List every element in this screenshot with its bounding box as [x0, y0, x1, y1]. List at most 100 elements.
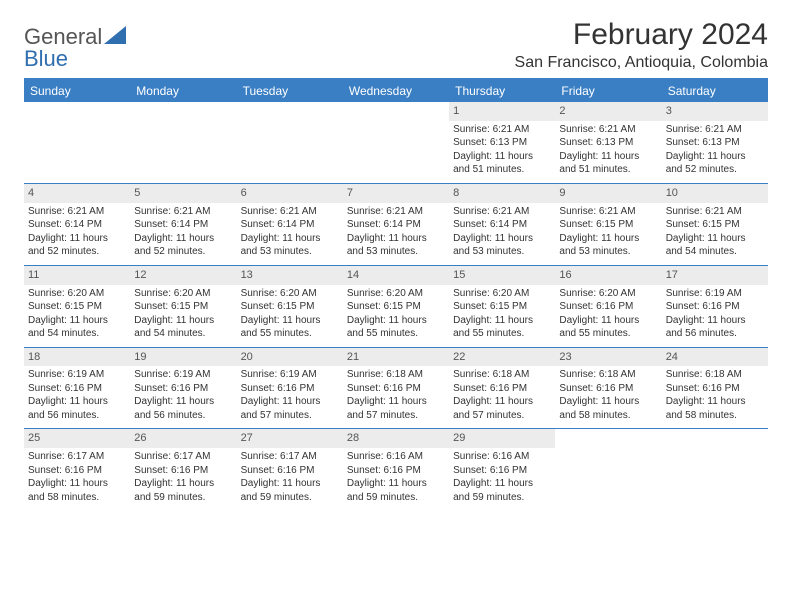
daylight-text: Daylight: 11 hours and 56 minutes. — [28, 395, 126, 422]
sunrise-text: Sunrise: 6:16 AM — [347, 450, 445, 464]
calendar-row: 25Sunrise: 6:17 AMSunset: 6:16 PMDayligh… — [24, 429, 768, 510]
daylight-text: Daylight: 11 hours and 58 minutes. — [666, 395, 764, 422]
day-number: 20 — [237, 348, 343, 367]
logo-text-2: Blue — [24, 46, 68, 72]
daylight-text: Daylight: 11 hours and 54 minutes. — [28, 314, 126, 341]
calendar-cell: 19Sunrise: 6:19 AMSunset: 6:16 PMDayligh… — [130, 347, 236, 429]
day-number: 9 — [555, 184, 661, 203]
col-saturday: Saturday — [662, 80, 768, 102]
daylight-text: Daylight: 11 hours and 55 minutes. — [241, 314, 339, 341]
daylight-text: Daylight: 11 hours and 57 minutes. — [241, 395, 339, 422]
sunrise-text: Sunrise: 6:17 AM — [134, 450, 232, 464]
day-number: 17 — [662, 266, 768, 285]
day-number: 28 — [343, 429, 449, 448]
calendar-cell: 4 Sunrise: 6:21 AMSunset: 6:14 PMDaylight… — [24, 183, 130, 265]
sunrise-text: Sunrise: 6:17 AM — [241, 450, 339, 464]
day-number: 6 — [237, 184, 343, 203]
day-number: 18 — [24, 348, 130, 367]
calendar-cell: 5Sunrise: 6:21 AMSunset: 6:14 PMDaylight… — [130, 183, 236, 265]
calendar-cell: 17Sunrise: 6:19 AMSunset: 6:16 PMDayligh… — [662, 265, 768, 347]
day-number: 24 — [662, 348, 768, 367]
day-number: 11 — [24, 266, 130, 285]
daylight-text: Daylight: 11 hours and 51 minutes. — [453, 150, 551, 177]
sunrise-text: Sunrise: 6:21 AM — [347, 205, 445, 219]
weekday-header-row: Sunday Monday Tuesday Wednesday Thursday… — [24, 80, 768, 102]
col-sunday: Sunday — [24, 80, 130, 102]
calendar-cell — [130, 102, 236, 183]
calendar-body: 1Sunrise: 6:21 AMSunset: 6:13 PMDaylight… — [24, 102, 768, 510]
sunset-text: Sunset: 6:16 PM — [453, 382, 551, 396]
calendar-cell: 16Sunrise: 6:20 AMSunset: 6:16 PMDayligh… — [555, 265, 661, 347]
logo-triangle-icon — [104, 24, 126, 50]
calendar-row: 4Sunrise: 6:21 AMSunset: 6:14 PMDaylight… — [24, 183, 768, 265]
day-number: 16 — [555, 266, 661, 285]
day-number: 5 — [130, 184, 236, 203]
calendar-cell: 8Sunrise: 6:21 AMSunset: 6:14 PMDaylight… — [449, 183, 555, 265]
calendar-cell: 11Sunrise: 6:20 AMSunset: 6:15 PMDayligh… — [24, 265, 130, 347]
daylight-text: Daylight: 11 hours and 54 minutes. — [134, 314, 232, 341]
day-number: 8 — [449, 184, 555, 203]
day-number: 23 — [555, 348, 661, 367]
calendar-cell: 1Sunrise: 6:21 AMSunset: 6:13 PMDaylight… — [449, 102, 555, 183]
sunrise-text: Sunrise: 6:21 AM — [134, 205, 232, 219]
col-friday: Friday — [555, 80, 661, 102]
calendar-cell: 10Sunrise: 6:21 AMSunset: 6:15 PMDayligh… — [662, 183, 768, 265]
sunset-text: Sunset: 6:16 PM — [241, 382, 339, 396]
sunrise-text: Sunrise: 6:16 AM — [453, 450, 551, 464]
sunset-text: Sunset: 6:15 PM — [559, 218, 657, 232]
daylight-text: Daylight: 11 hours and 59 minutes. — [134, 477, 232, 504]
daylight-text: Daylight: 11 hours and 52 minutes. — [28, 232, 126, 259]
sunrise-text: Sunrise: 6:20 AM — [28, 287, 126, 301]
calendar-cell: 25Sunrise: 6:17 AMSunset: 6:16 PMDayligh… — [24, 429, 130, 510]
calendar-row: 1Sunrise: 6:21 AMSunset: 6:13 PMDaylight… — [24, 102, 768, 183]
daylight-text: Daylight: 11 hours and 59 minutes. — [347, 477, 445, 504]
sunset-text: Sunset: 6:16 PM — [28, 464, 126, 478]
daylight-text: Daylight: 11 hours and 58 minutes. — [559, 395, 657, 422]
calendar-cell: 12Sunrise: 6:20 AMSunset: 6:15 PMDayligh… — [130, 265, 236, 347]
calendar-cell: 27Sunrise: 6:17 AMSunset: 6:16 PMDayligh… — [237, 429, 343, 510]
sunrise-text: Sunrise: 6:19 AM — [134, 368, 232, 382]
sunset-text: Sunset: 6:14 PM — [28, 218, 126, 232]
col-monday: Monday — [130, 80, 236, 102]
day-number: 2 — [555, 102, 661, 121]
day-number: 26 — [130, 429, 236, 448]
sunset-text: Sunset: 6:13 PM — [559, 136, 657, 150]
sunrise-text: Sunrise: 6:20 AM — [347, 287, 445, 301]
calendar-row: 11Sunrise: 6:20 AMSunset: 6:15 PMDayligh… — [24, 265, 768, 347]
calendar-cell: 28 Sunrise: 6:16 AMSunset: 6:16 PMDayligh… — [343, 429, 449, 510]
day-number: 29 — [449, 429, 555, 448]
sunset-text: Sunset: 6:16 PM — [347, 382, 445, 396]
sunrise-text: Sunrise: 6:18 AM — [559, 368, 657, 382]
day-number: 13 — [237, 266, 343, 285]
page-title: February 2024 — [515, 18, 768, 52]
day-number: 4 — [24, 184, 130, 203]
sunset-text: Sunset: 6:16 PM — [666, 382, 764, 396]
sunrise-text: Sunrise: 6:21 AM — [241, 205, 339, 219]
sunset-text: Sunset: 6:15 PM — [134, 300, 232, 314]
daylight-text: Daylight: 11 hours and 53 minutes. — [559, 232, 657, 259]
sunset-text: Sunset: 6:14 PM — [241, 218, 339, 232]
sunset-text: Sunset: 6:16 PM — [666, 300, 764, 314]
calendar-cell: 13Sunrise: 6:20 AMSunset: 6:15 PMDayligh… — [237, 265, 343, 347]
sunrise-text: Sunrise: 6:18 AM — [453, 368, 551, 382]
sunset-text: Sunset: 6:15 PM — [347, 300, 445, 314]
day-number: 15 — [449, 266, 555, 285]
sunrise-text: Sunrise: 6:17 AM — [28, 450, 126, 464]
daylight-text: Daylight: 11 hours and 56 minutes. — [134, 395, 232, 422]
sunset-text: Sunset: 6:13 PM — [453, 136, 551, 150]
sunrise-text: Sunrise: 6:21 AM — [28, 205, 126, 219]
daylight-text: Daylight: 11 hours and 59 minutes. — [453, 477, 551, 504]
sunset-text: Sunset: 6:15 PM — [453, 300, 551, 314]
daylight-text: Daylight: 11 hours and 57 minutes. — [453, 395, 551, 422]
sunset-text: Sunset: 6:16 PM — [559, 300, 657, 314]
col-thursday: Thursday — [449, 80, 555, 102]
calendar-head: Sunday Monday Tuesday Wednesday Thursday… — [24, 80, 768, 102]
day-number: 22 — [449, 348, 555, 367]
calendar-cell: 20Sunrise: 6:19 AMSunset: 6:16 PMDayligh… — [237, 347, 343, 429]
sunset-text: Sunset: 6:14 PM — [453, 218, 551, 232]
sunset-text: Sunset: 6:16 PM — [347, 464, 445, 478]
calendar-cell: 21Sunrise: 6:18 AMSunset: 6:16 PMDayligh… — [343, 347, 449, 429]
calendar-cell: 9Sunrise: 6:21 AMSunset: 6:15 PMDaylight… — [555, 183, 661, 265]
daylight-text: Daylight: 11 hours and 55 minutes. — [453, 314, 551, 341]
day-number: 1 — [449, 102, 555, 121]
